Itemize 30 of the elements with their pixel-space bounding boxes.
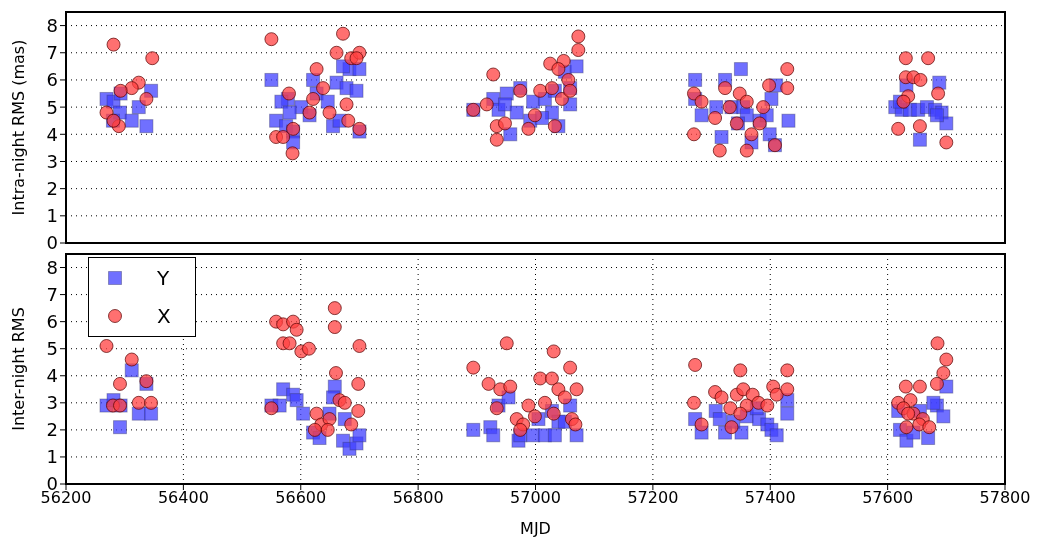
y-tick-label: 3 [46, 150, 58, 172]
x-tick-label: 57400 [744, 488, 796, 508]
y-tick-label: 4 [46, 365, 58, 387]
y-tick-label: 8 [46, 14, 58, 36]
x-tick-label: 57600 [862, 488, 914, 508]
y-tick-label: 3 [46, 392, 58, 414]
y-tick-label: 8 [46, 256, 58, 278]
x-tick-label: 57800 [979, 488, 1031, 508]
legend-label: Y [157, 266, 170, 290]
x-tick-label: 57200 [627, 488, 679, 508]
x-tick-label: 57000 [510, 488, 561, 508]
y-tick-label: 6 [46, 311, 58, 333]
x-tick-label: 56400 [157, 488, 209, 508]
y-tick-label: 1 [46, 205, 58, 227]
x-axis-title: MJD [520, 519, 551, 538]
y-tick-label: 1 [46, 446, 58, 468]
y-tick-label: 5 [46, 338, 58, 360]
x-tick-label: 56600 [275, 488, 327, 508]
y-tick-label: 7 [46, 42, 58, 64]
y-tick-label: 7 [46, 283, 58, 305]
y-tick-label: 4 [46, 123, 58, 145]
y-axis-title: Intra-night RMS (mas) [8, 39, 28, 216]
y-tick-label: 0 [46, 232, 58, 254]
x-tick-label: 56800 [392, 488, 444, 508]
y-axis-title: Inter-night RMS [8, 307, 28, 431]
legend-label: X [157, 304, 171, 328]
y-tick-label: 6 [46, 69, 58, 91]
y-tick-label: 2 [46, 178, 58, 200]
y-tick-label: 5 [46, 96, 58, 118]
y-tick-label: 2 [46, 419, 58, 441]
